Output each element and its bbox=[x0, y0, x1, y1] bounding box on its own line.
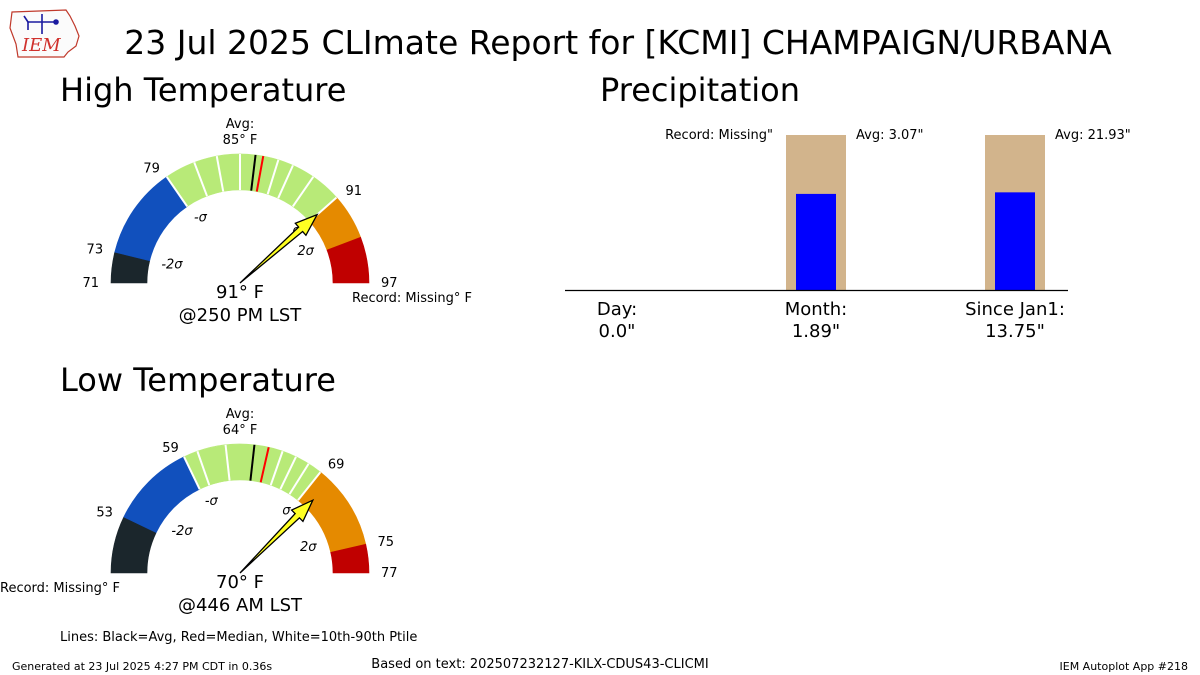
gauge-band-above-2sigma bbox=[330, 543, 370, 574]
percentile-line bbox=[196, 450, 211, 486]
gauge-tick-label: 59 bbox=[162, 441, 179, 456]
percentile-line bbox=[277, 164, 294, 199]
page-title: 23 Jul 2025 CLImate Report for [KCMI] CH… bbox=[124, 23, 1112, 62]
precip-bars: Record: Missing" Avg: 3.07" Avg: 21.93" bbox=[665, 128, 1131, 290]
percentile-line bbox=[215, 155, 225, 192]
precip-category-label: Since Jan1: bbox=[965, 299, 1065, 320]
gauge-tick-label: 75 bbox=[377, 535, 394, 550]
average-line bbox=[250, 154, 257, 191]
gauge-tick-label: 71 bbox=[82, 276, 99, 291]
low-temp-avg-value: 64° F bbox=[223, 423, 258, 438]
precip-title: Precipitation bbox=[600, 71, 800, 109]
sigma-label: σ bbox=[282, 504, 291, 519]
precip-avg-label: Avg: 21.93" bbox=[1055, 128, 1131, 143]
sigma-label: -σ bbox=[194, 210, 208, 225]
precip-category-labels: Day:0.0" Month:1.89" Since Jan1:13.75" bbox=[597, 299, 1065, 342]
percentile-line bbox=[292, 176, 315, 208]
precip-observed-label: 1.89" bbox=[792, 321, 840, 342]
lines-legend-note: Lines: Black=Avg, Red=Median, White=10th… bbox=[60, 630, 417, 645]
percentile-line bbox=[279, 456, 297, 490]
precip-observed-bar bbox=[796, 193, 836, 290]
precipitation-panel: Precipitation Record: Missing" Avg: 3.07"… bbox=[565, 71, 1131, 342]
precip-observed-label: 13.75" bbox=[985, 321, 1045, 342]
sigma-label: 2σ bbox=[297, 244, 314, 259]
logo-text: IEM bbox=[21, 35, 61, 56]
gauge-tick-label: 73 bbox=[87, 243, 104, 258]
footer-app-id: IEM Autoplot App #218 bbox=[1060, 660, 1189, 673]
gauge-tick-label: 97 bbox=[381, 276, 398, 291]
high-temp-observed-time: @250 PM LST bbox=[179, 305, 303, 326]
iem-logo: IEM bbox=[9, 9, 80, 58]
high-temp-needle bbox=[239, 213, 319, 284]
gauge-band-above-2sigma bbox=[326, 236, 370, 284]
low-temp-sigma-labels: -2σ -σ σ 2σ bbox=[171, 494, 317, 555]
sigma-label: -σ bbox=[205, 494, 219, 509]
high-temp-record-label: Record: Missing° F bbox=[352, 291, 472, 306]
low-temp-record-label: Record: Missing° F bbox=[0, 581, 120, 596]
gauge-tick-label: 77 bbox=[381, 566, 398, 581]
high-temp-avg-label: Avg: bbox=[226, 117, 254, 132]
low-temp-title: Low Temperature bbox=[60, 361, 336, 399]
low-temperature-panel: Low Temperature 53 59 69 75 77 -2σ -σ σ 2σ Avg:… bbox=[0, 361, 398, 616]
low-temp-observed-time: @446 AM LST bbox=[178, 595, 303, 616]
gauge-tick-label: 69 bbox=[328, 457, 345, 472]
high-temp-tick-labels: 71 73 79 91 97 bbox=[82, 162, 397, 291]
gauge-tick-label: 91 bbox=[346, 184, 363, 199]
precip-observed-bar bbox=[995, 192, 1035, 290]
median-line bbox=[255, 155, 265, 192]
low-temp-tick-labels: 53 59 69 75 77 bbox=[96, 441, 397, 581]
gauge-tick-label: 53 bbox=[96, 506, 113, 521]
gauge-band-minus-sigma-band bbox=[123, 456, 201, 534]
weather-station-icon bbox=[23, 14, 59, 34]
sigma-label: 2σ bbox=[300, 540, 317, 555]
high-temp-title: High Temperature bbox=[60, 71, 346, 109]
sigma-label: -2σ bbox=[171, 524, 193, 539]
low-temp-avg-label: Avg: bbox=[226, 407, 254, 422]
precip-category-label: Day: bbox=[597, 299, 637, 320]
precip-avg-label: Avg: 3.07" bbox=[856, 128, 924, 143]
percentile-line bbox=[193, 162, 208, 197]
gauge-tick-label: 79 bbox=[143, 162, 160, 177]
percentile-line bbox=[297, 471, 322, 501]
precip-category-label: Month: bbox=[785, 299, 847, 320]
high-temp-observed-value: 91° F bbox=[216, 282, 264, 303]
percentile-line bbox=[266, 159, 280, 195]
percentile-line bbox=[224, 444, 231, 481]
average-line bbox=[249, 444, 256, 481]
low-temp-needle bbox=[239, 498, 315, 574]
percentile-line bbox=[288, 463, 310, 495]
percentile-line bbox=[183, 456, 201, 490]
precip-avg-label: Record: Missing" bbox=[665, 128, 773, 143]
sigma-label: -2σ bbox=[161, 258, 183, 273]
low-temp-percentile-lines bbox=[183, 444, 322, 501]
low-temp-observed-value: 70° F bbox=[216, 572, 264, 593]
percentile-line bbox=[165, 176, 188, 208]
percentile-line bbox=[269, 450, 284, 486]
precip-observed-label: 0.0" bbox=[599, 321, 636, 342]
footer-source-text: Based on text: 202507232127-KILX-CDUS43-… bbox=[371, 657, 708, 672]
median-line bbox=[259, 447, 270, 483]
high-temp-avg-value: 85° F bbox=[223, 133, 258, 148]
footer-generated: Generated at 23 Jul 2025 4:27 PM CDT in … bbox=[12, 660, 272, 673]
